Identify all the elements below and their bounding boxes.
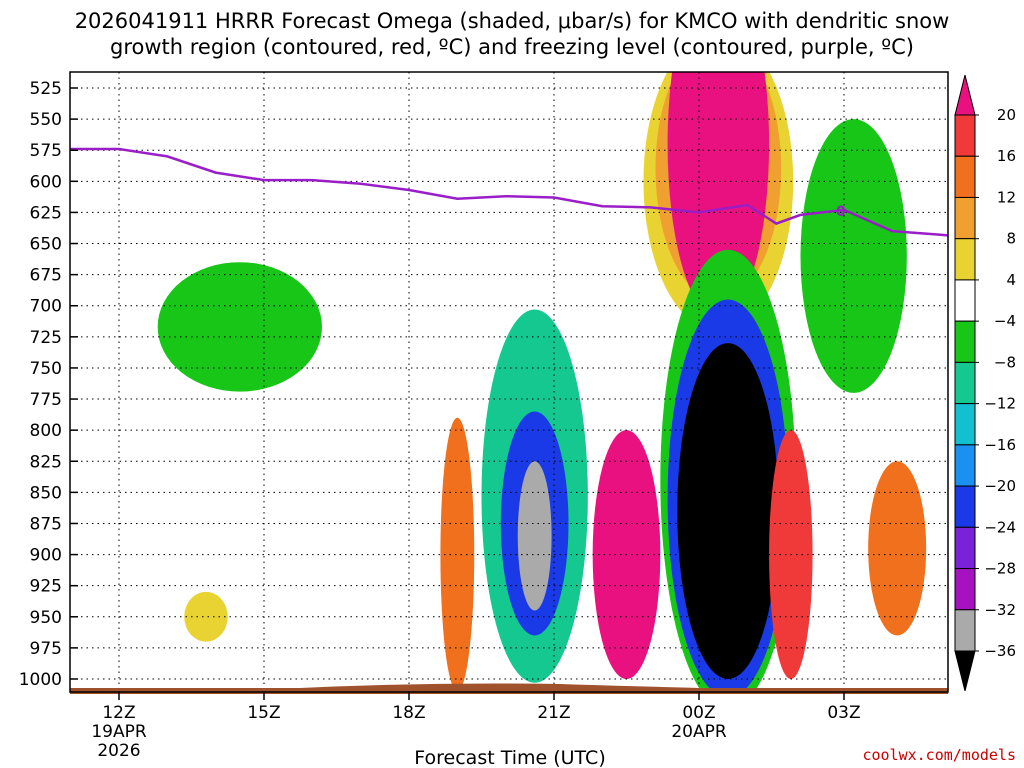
colorbar-label-13: −36 [984, 642, 1016, 660]
terrain-bump [300, 683, 700, 688]
colorbar-swatch-9 [954, 444, 976, 487]
omega-region-rise-green-band [800, 119, 907, 393]
y-tick-label-600: 600 [30, 172, 62, 192]
omega-region-sink-column-19z [440, 417, 475, 692]
colorbar-swatch-7 [954, 361, 976, 405]
colorbar-swatch-8 [954, 403, 976, 446]
colorbar-label-2: 12 [997, 188, 1016, 206]
x-tick-label-03Z: 03Z [827, 703, 860, 723]
colorbar-label-1: 16 [997, 147, 1016, 165]
freezing-level-line [70, 147, 948, 237]
y-tick-label-725: 725 [30, 328, 62, 348]
y-tick-label-650: 650 [30, 235, 62, 255]
colorbar-swatch-4 [954, 238, 976, 281]
x-tick-label-12Z: 12Z [102, 703, 135, 723]
colorbar-label-12: −32 [984, 601, 1016, 619]
colorbar-top-arrow [954, 74, 976, 116]
omega-region-rise-column-c [517, 461, 552, 611]
y-tick-label-950: 950 [30, 608, 62, 628]
colorbar-label-5: −4 [994, 312, 1016, 330]
y-tick-label-825: 825 [30, 452, 62, 472]
colorbar-swatch-10 [954, 485, 976, 528]
freezing-level-label: 0 [836, 204, 846, 220]
chart-title-line2: growth region (contoured, red, ºC) and f… [110, 35, 914, 59]
y-tick-label-900: 900 [30, 546, 62, 566]
omega-region-rise-column-main-core [677, 343, 779, 679]
chart-title-line1: 2026041911 HRRR Forecast Omega (shaded, … [75, 9, 950, 33]
y-axis: 525 550 575 600 625 650 675 700 725 750 775 800 825 8… [19, 79, 78, 690]
y-tick-label-1000: 1000 [19, 670, 62, 690]
omega-region-rise-upper-blob [157, 262, 322, 392]
credit-text: coolwx.com/models [862, 746, 1016, 764]
x-tick-label-21Z: 21Z [537, 703, 570, 723]
colorbar-label-8: −16 [984, 436, 1016, 454]
y-tick-label-575: 575 [30, 141, 62, 161]
x-tick-date-00Z: 20APR [671, 722, 727, 742]
colorbar-label-7: −12 [984, 395, 1016, 413]
colorbar-swatch-13 [954, 609, 976, 652]
colorbar-label-9: −20 [984, 477, 1016, 495]
colorbar-swatch-1 [954, 114, 976, 157]
colorbar-label-11: −28 [984, 560, 1016, 578]
y-tick-label-550: 550 [30, 110, 62, 130]
omega-region-sink-column-04z [868, 461, 927, 636]
freezing-level-layer: 0 [70, 147, 948, 237]
colorbar-bottom-arrow [954, 650, 976, 692]
colorbar-label-3: 8 [1006, 230, 1016, 248]
colorbar-swatch-5 [954, 279, 976, 322]
x-tick-label-18Z: 18Z [392, 703, 425, 723]
y-tick-label-700: 700 [30, 297, 62, 317]
x-tick-label-15Z: 15Z [247, 703, 280, 723]
y-tick-label-925: 925 [30, 577, 62, 597]
y-tick-label-625: 625 [30, 203, 62, 223]
colorbar-swatch-3 [954, 196, 976, 240]
terrain-strip [70, 688, 948, 694]
omega-region-sink-small-14z [184, 591, 228, 642]
colorbar-swatch-11 [954, 526, 976, 570]
y-tick-label-850: 850 [30, 483, 62, 503]
colorbar-label-4: 4 [1006, 271, 1016, 289]
x-axis-label: Forecast Time (UTC) [414, 747, 605, 768]
y-tick-label-875: 875 [30, 514, 62, 534]
x-tick-year-12Z: 2026 [97, 741, 140, 761]
colorbar-label-10: −24 [984, 518, 1016, 536]
y-tick-label-775: 775 [30, 390, 62, 410]
colorbar-swatch-2 [954, 155, 976, 198]
plot-border [69, 71, 949, 693]
colorbar-label-0: 20 [997, 106, 1016, 124]
y-tick-label-975: 975 [30, 639, 62, 659]
colorbar-swatch-6 [954, 320, 976, 363]
grid-layer [70, 72, 948, 692]
x-tick-label-00Z: 00Z [682, 703, 715, 723]
y-tick-label-675: 675 [30, 266, 62, 286]
y-tick-label-800: 800 [30, 421, 62, 441]
colorbar-label-6: −8 [994, 353, 1016, 371]
colorbar-swatch-12 [954, 568, 976, 611]
y-tick-label-525: 525 [30, 79, 62, 99]
colorbar: 20 16 12 8 4 −4 −8 −12 −16 −20 −24 −28 −32 −36 [954, 74, 1016, 692]
x-tick-date-12Z: 19APR [91, 722, 147, 742]
y-tick-label-750: 750 [30, 359, 62, 379]
